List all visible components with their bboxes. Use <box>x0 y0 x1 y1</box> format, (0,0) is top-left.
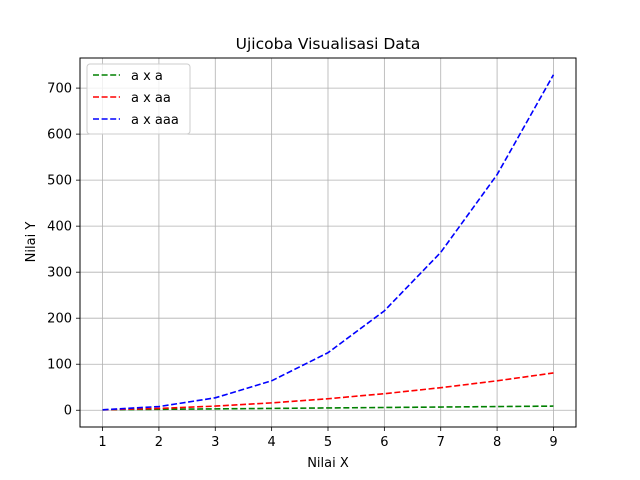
legend-box <box>86 63 191 135</box>
y-tick-label: 200 <box>47 312 72 327</box>
series-line-2 <box>102 372 554 411</box>
x-tick-label: 3 <box>211 435 219 450</box>
y-tick-label: 600 <box>47 128 72 143</box>
x-tick-label: 8 <box>493 435 501 450</box>
legend-label: a x aa <box>131 91 171 106</box>
chart-title: Ujicoba Visualisasi Data <box>236 35 421 53</box>
x-tick-label: 9 <box>549 435 557 450</box>
x-tick-label: 6 <box>380 435 388 450</box>
legend: a x a a x aa a x aaa <box>86 63 191 135</box>
x-tick-label: 2 <box>155 435 163 450</box>
series-line-3 <box>102 74 555 411</box>
y-tick-label: 100 <box>47 358 72 373</box>
x-tick-label: 4 <box>267 435 275 450</box>
x-tick-label: 7 <box>437 435 445 450</box>
y-tick-label: 300 <box>47 266 72 281</box>
axis-ticks: 1 2 3 4 5 6 7 8 9 0 100 200 300 400 500 600 700 <box>47 82 557 450</box>
series-line-1 <box>102 405 554 411</box>
y-tick-label: 700 <box>47 82 72 97</box>
x-tick-label: 1 <box>98 435 106 450</box>
y-tick-label: 0 <box>64 404 72 419</box>
legend-label: a x a <box>131 69 163 84</box>
legend-label: a x aaa <box>131 113 179 128</box>
x-axis-label: Nilai X <box>307 456 349 471</box>
grid <box>80 58 576 427</box>
x-tick-label: 5 <box>324 435 332 450</box>
y-tick-label: 500 <box>47 174 72 189</box>
y-tick-label: 400 <box>47 220 72 235</box>
y-axis-label: Nilai Y <box>24 222 39 263</box>
series-lines <box>102 74 555 411</box>
